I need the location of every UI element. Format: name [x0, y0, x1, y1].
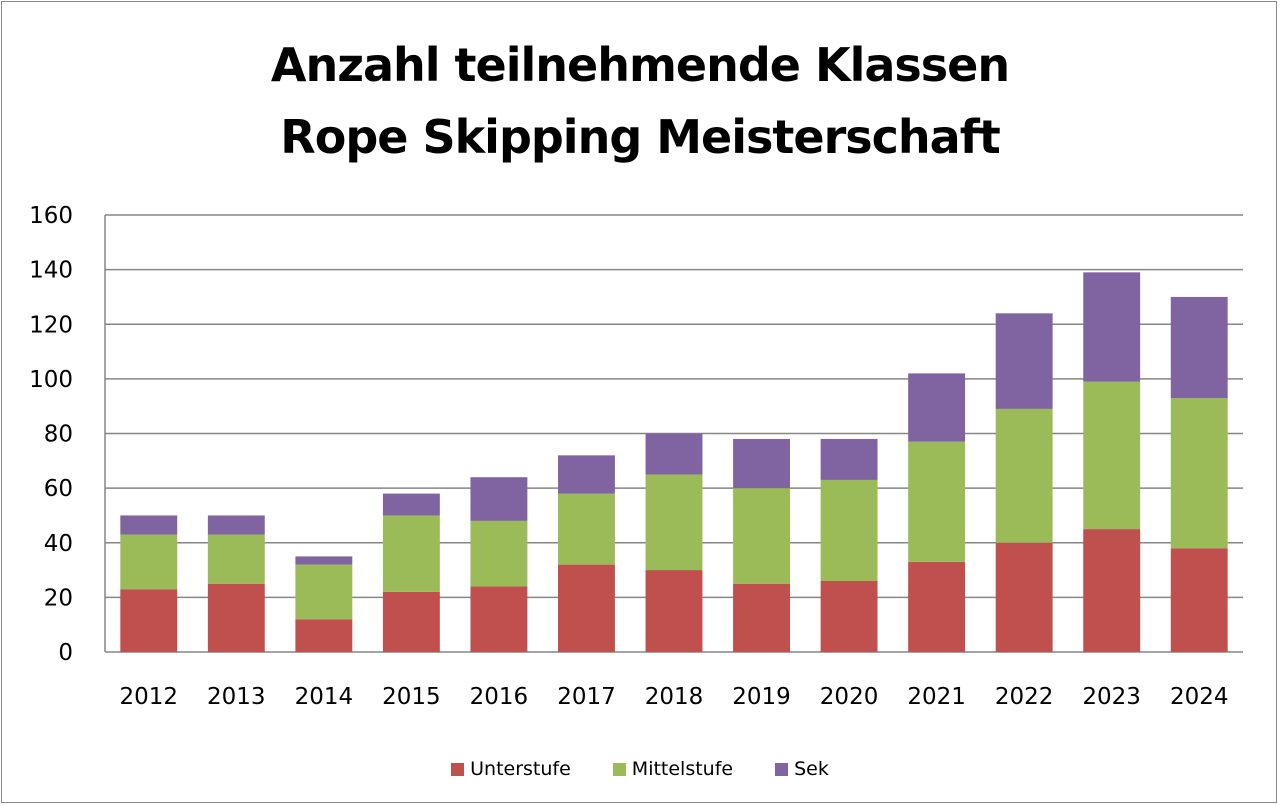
x-tick-label: 2016 — [470, 684, 529, 710]
bar-sek-2016 — [470, 477, 528, 521]
bar-unterstufe-2022 — [995, 542, 1053, 652]
bar-mittelstufe-2013 — [207, 534, 265, 584]
bar-sek-2013 — [207, 515, 265, 535]
y-tick-label: 120 — [29, 312, 73, 338]
bar-unterstufe-2023 — [1083, 529, 1141, 652]
bar-unterstufe-2020 — [820, 580, 878, 652]
legend-swatch — [451, 762, 465, 776]
bar-unterstufe-2024 — [1170, 548, 1228, 652]
bar-unterstufe-2012 — [120, 589, 178, 652]
x-tick-label: 2022 — [995, 684, 1054, 710]
chart-title-line-2: Rope Skipping Meisterschaft — [280, 110, 1000, 164]
bar-sek-2020 — [820, 438, 878, 480]
legend-label: Unterstufe — [470, 758, 571, 780]
y-tick-label: 160 — [29, 203, 73, 229]
x-tick-label: 2015 — [382, 684, 441, 710]
y-tick-label: 140 — [29, 258, 73, 284]
bar-unterstufe-2013 — [207, 583, 265, 652]
bar-mittelstufe-2022 — [995, 408, 1053, 543]
bar-sek-2015 — [382, 493, 440, 516]
bar-mittelstufe-2020 — [820, 479, 878, 581]
bar-mittelstufe-2015 — [382, 515, 440, 592]
bar-unterstufe-2016 — [470, 586, 528, 652]
y-tick-label: 80 — [44, 422, 73, 448]
legend-item-mittelstufe: Mittelstufe — [612, 758, 734, 780]
legend: Unterstufe Mittelstufe Sek — [0, 758, 1280, 780]
bar-sek-2023 — [1083, 272, 1141, 382]
x-tick-label: 2012 — [119, 684, 178, 710]
x-tick-label: 2014 — [295, 684, 354, 710]
bar-mittelstufe-2014 — [295, 564, 353, 620]
bar-unterstufe-2019 — [733, 583, 790, 652]
bar-mittelstufe-2016 — [470, 520, 528, 587]
x-tick-label: 2024 — [1170, 684, 1229, 710]
bar-sek-2022 — [995, 313, 1053, 409]
bar-unterstufe-2015 — [382, 591, 440, 652]
bar-unterstufe-2021 — [908, 561, 966, 652]
legend-item-sek: Sek — [775, 758, 829, 780]
bar-mittelstufe-2012 — [120, 534, 178, 590]
x-tick-label: 2018 — [645, 684, 704, 710]
x-tick-label: 2013 — [207, 684, 266, 710]
y-tick-label: 60 — [44, 476, 73, 502]
chart-title-line-1: Anzahl teilnehmende Klassen — [270, 38, 1010, 92]
bar-mittelstufe-2018 — [645, 474, 703, 571]
bar-mittelstufe-2019 — [733, 488, 790, 584]
bar-sek-2019 — [733, 438, 790, 489]
x-tick-label: 2019 — [732, 684, 791, 710]
bar-mittelstufe-2024 — [1170, 397, 1228, 549]
bar-sek-2021 — [908, 373, 966, 442]
bar-sek-2012 — [120, 515, 178, 535]
y-tick-label: 0 — [58, 640, 73, 666]
x-tick-label: 2017 — [557, 684, 616, 710]
legend-item-unterstufe: Unterstufe — [451, 758, 571, 780]
legend-swatch — [612, 762, 626, 776]
legend-swatch — [775, 762, 789, 776]
bar-unterstufe-2014 — [295, 619, 353, 652]
y-tick-label: 40 — [44, 531, 73, 557]
bar-mittelstufe-2023 — [1083, 381, 1141, 530]
bar-sek-2017 — [558, 455, 615, 494]
y-tick-label: 100 — [29, 367, 73, 393]
bar-sek-2014 — [295, 556, 353, 565]
bar-unterstufe-2018 — [645, 570, 703, 652]
bar-mittelstufe-2021 — [908, 441, 966, 562]
bar-sek-2024 — [1170, 296, 1228, 398]
legend-label: Sek — [794, 758, 829, 780]
bar-mittelstufe-2017 — [558, 493, 615, 565]
bar-unterstufe-2017 — [558, 564, 615, 652]
bar-sek-2018 — [645, 433, 703, 475]
y-tick-label: 20 — [44, 585, 73, 611]
x-tick-label: 2023 — [1082, 684, 1141, 710]
x-tick-label: 2021 — [907, 684, 966, 710]
legend-label: Mittelstufe — [631, 758, 734, 780]
x-tick-label: 2020 — [820, 684, 879, 710]
